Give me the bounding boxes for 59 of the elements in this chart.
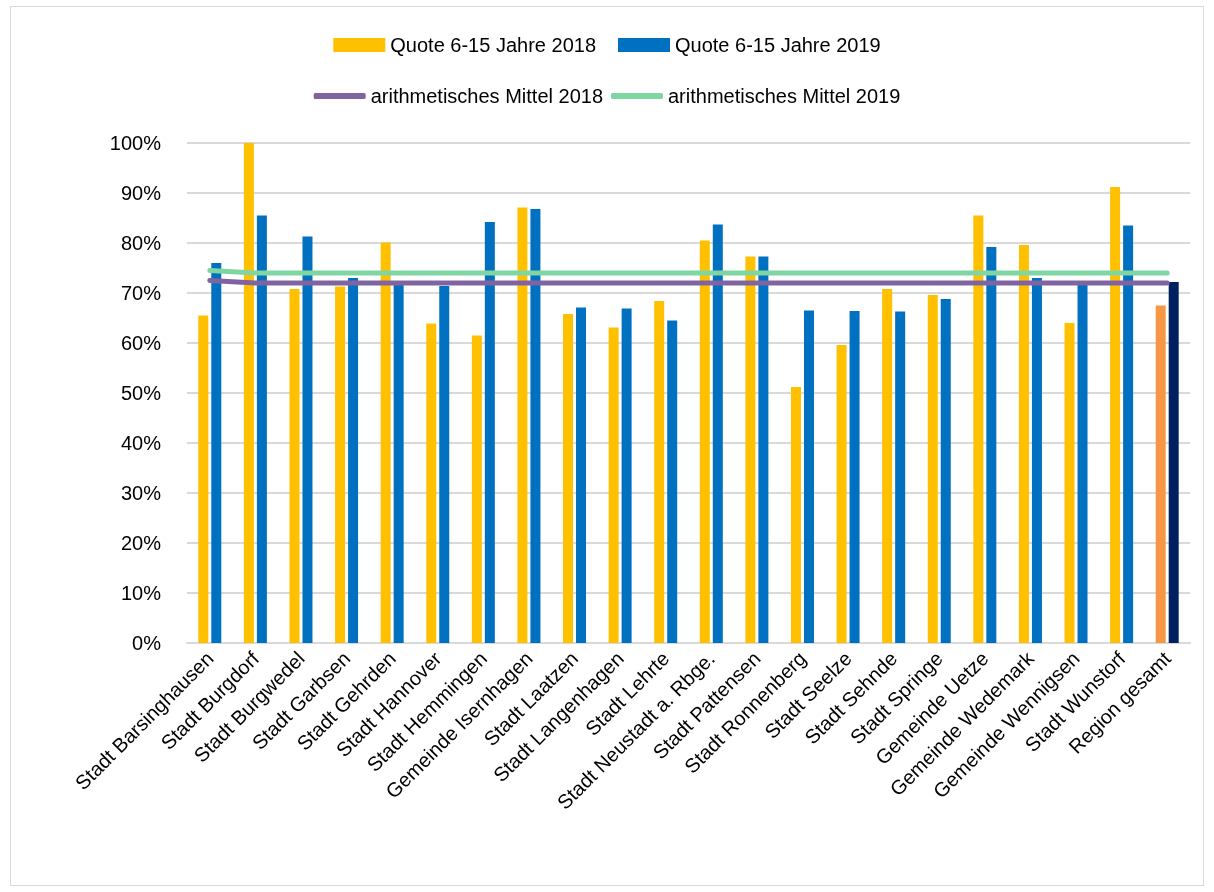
legend-label: arithmetisches Mittel 2018 [370, 85, 603, 107]
bar [426, 323, 437, 643]
y-tick-label: 50% [120, 382, 162, 404]
bar [243, 143, 254, 643]
bar [927, 295, 938, 643]
bar [1155, 305, 1166, 643]
y-tick-label: 30% [120, 482, 162, 504]
y-tick-label: 60% [120, 332, 162, 354]
bar [380, 242, 391, 643]
y-tick-label: 70% [120, 282, 162, 304]
y-tick-label: 20% [120, 532, 162, 554]
y-tick-label: 80% [120, 232, 162, 254]
bar [1031, 278, 1042, 643]
bar [758, 256, 769, 643]
bar [1018, 245, 1029, 643]
bar [940, 299, 951, 643]
bar [790, 387, 801, 643]
y-tick-label: 10% [120, 582, 162, 604]
bar [836, 345, 847, 643]
bar [302, 236, 313, 643]
bar [256, 215, 267, 643]
bar [517, 207, 528, 643]
bar [335, 286, 346, 643]
bar [699, 240, 710, 643]
legend-label: Quote 6-15 Jahre 2019 [675, 34, 881, 56]
bar [198, 315, 209, 643]
bar [608, 327, 619, 643]
bar [712, 224, 723, 643]
bar [1077, 283, 1088, 643]
y-tick-label: 0% [132, 632, 162, 654]
bar [439, 286, 450, 643]
bar [471, 335, 482, 643]
bar [667, 320, 678, 643]
bar [745, 256, 756, 643]
bar [211, 263, 222, 643]
bar [882, 289, 893, 643]
bar [1064, 323, 1075, 643]
y-tick-label: 40% [120, 432, 162, 454]
legend-label: arithmetisches Mittel 2019 [668, 85, 901, 107]
bar [973, 215, 984, 643]
bar [1110, 187, 1121, 643]
bar [530, 209, 541, 643]
bar [986, 247, 997, 643]
bar [289, 289, 300, 643]
bar [1168, 282, 1179, 643]
legend-label: Quote 6-15 Jahre 2018 [390, 34, 596, 56]
bar [348, 278, 359, 643]
bar [484, 222, 495, 643]
bar [849, 311, 860, 643]
bar [621, 308, 632, 643]
y-tick-label: 90% [120, 182, 162, 204]
bar [393, 283, 404, 643]
bar [563, 314, 574, 643]
bar [803, 310, 814, 643]
bar [1123, 225, 1134, 643]
bar [576, 307, 587, 643]
bar [654, 301, 665, 643]
y-tick-label: 100% [109, 132, 162, 154]
bar [895, 311, 906, 643]
